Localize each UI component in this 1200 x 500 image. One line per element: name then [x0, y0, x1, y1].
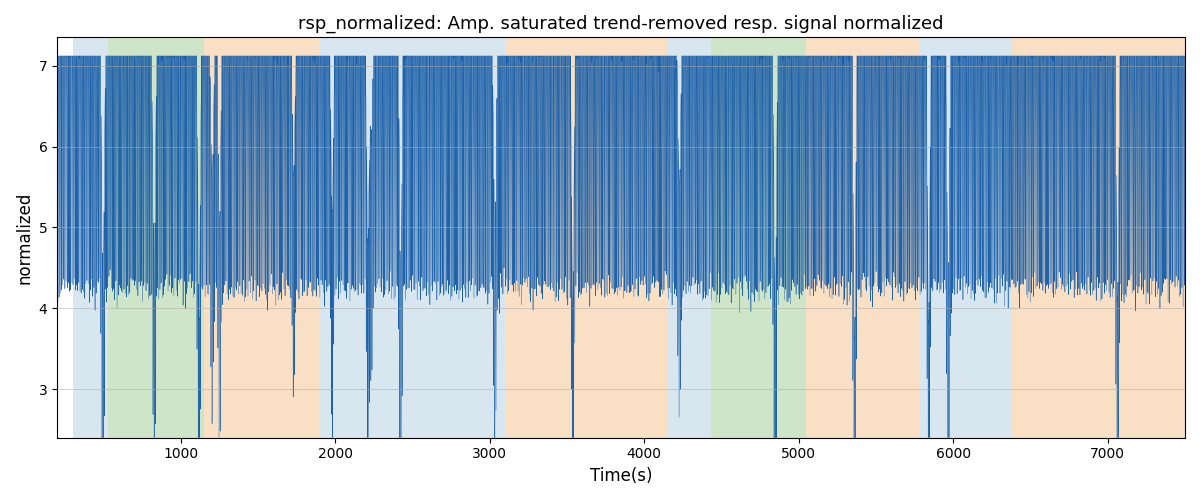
- Bar: [710, 38, 756, 438]
- Bar: [108, 38, 204, 438]
- Bar: [806, 38, 919, 438]
- Bar: [1012, 38, 1062, 438]
- Bar: [667, 38, 710, 438]
- X-axis label: Time(s): Time(s): [590, 467, 653, 485]
- Bar: [1062, 38, 1184, 438]
- Bar: [451, 38, 505, 438]
- Bar: [756, 38, 806, 438]
- Y-axis label: normalized: normalized: [16, 192, 34, 284]
- Title: rsp_normalized: Amp. saturated trend-removed resp. signal normalized: rsp_normalized: Amp. saturated trend-rem…: [299, 15, 944, 34]
- Bar: [73, 38, 108, 438]
- Bar: [505, 38, 667, 438]
- Bar: [320, 38, 451, 438]
- Bar: [204, 38, 320, 438]
- Bar: [919, 38, 1012, 438]
